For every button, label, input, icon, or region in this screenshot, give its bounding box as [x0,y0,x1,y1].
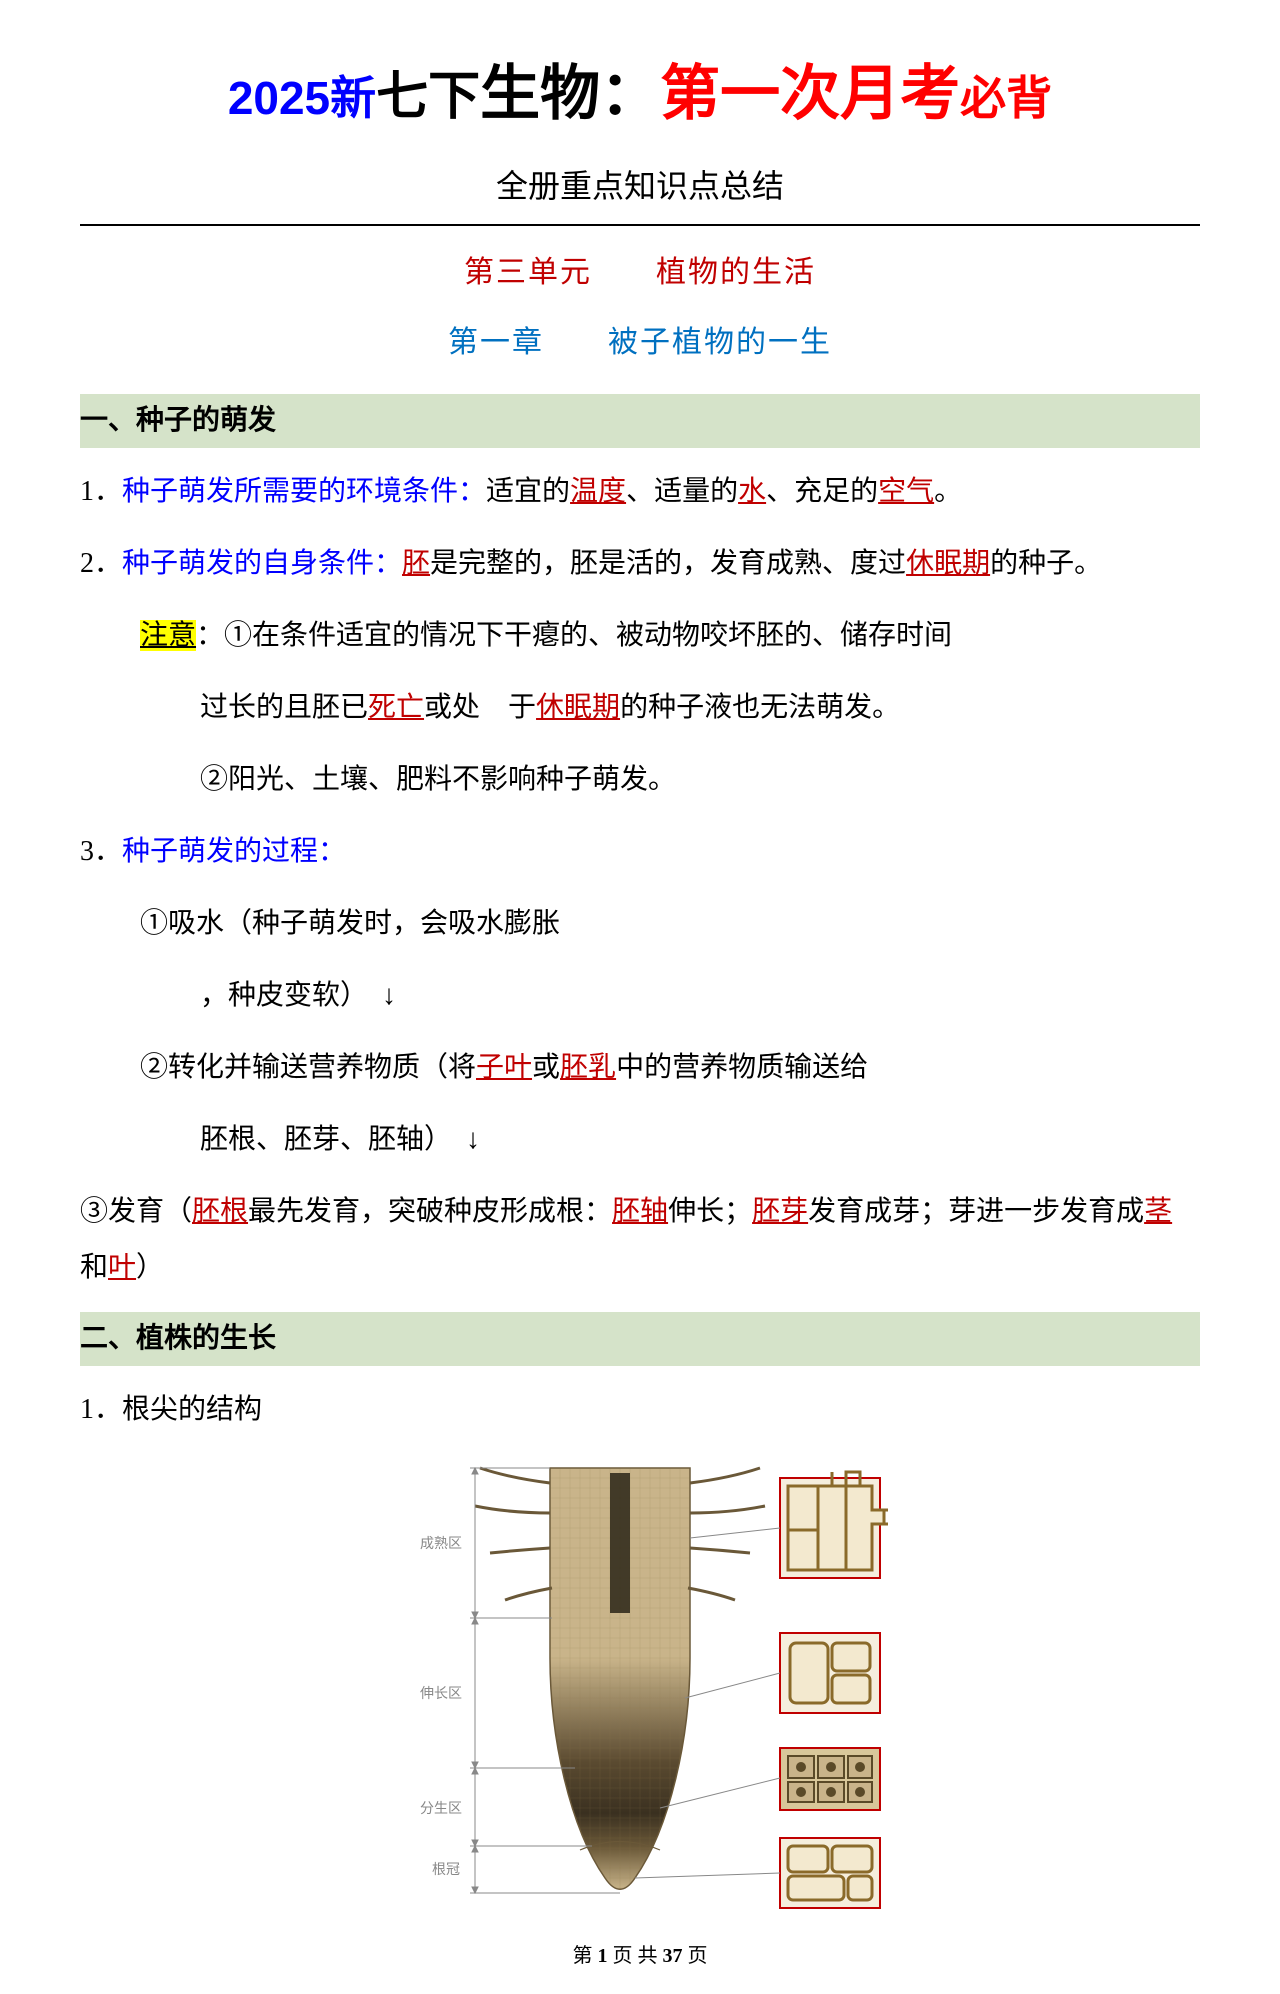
text: 的种子液也无法萌发。 [620,692,900,723]
pg-post: 页 [683,1945,708,1967]
keyword-stem: 茎 [1144,1196,1172,1227]
step-1-a: ①吸水（种子萌发时，会吸水膨胀 [80,896,1200,952]
cell-box-meris [780,1748,880,1810]
keyword-air: 空气 [878,476,934,507]
keyword-temperature: 温度 [570,476,626,507]
section-2-bar: 二、植株的生长 [80,1312,1200,1366]
text: 的种子。 [990,548,1102,579]
text: 过长的且胚已 [200,692,368,723]
title-seg-2: 七下 [376,69,480,126]
title-seg-3: 生物： [480,61,660,127]
title-seg-5: 必背 [960,72,1052,124]
text: ） [136,1252,164,1283]
text: 最先发育，突破种皮形成根： [248,1196,612,1227]
keyword-hypocotyl: 胚轴 [612,1196,668,1227]
section-1-bar: 一、种子的萌发 [80,394,1200,448]
text: 、充足的 [766,476,878,507]
step-2-b: 胚根、胚芽、胚轴） ↓ [80,1112,1200,1168]
subtitle: 全册重点知识点总结 [80,158,1200,216]
cell-box-cap [780,1838,880,1908]
pg-total: 37 [663,1945,683,1967]
note-line-3: ②阳光、土壤、肥料不影响种子萌发。 [80,752,1200,808]
keyword-leaf: 叶 [108,1252,136,1283]
step-2: ②转化并输送营养物质（将子叶或胚乳中的营养物质输送给 [80,1040,1200,1096]
chapter-title: 第一章 被子植物的一生 [80,316,1200,370]
cell-box-elong [780,1633,880,1713]
root-tip-diagram: 成熟区 伸长区 分生区 根冠 [80,1458,1200,1928]
unit-title: 第三单元 植物的生活 [80,246,1200,300]
text: 或 [532,1052,560,1083]
sec1-point-3: 3．种子萌发的过程： [80,824,1200,880]
pg-cur: 1 [598,1945,608,1967]
divider [80,224,1200,226]
keyword-dead: 死亡 [368,692,424,723]
vascular-core [610,1473,630,1613]
text: 或处 于 [424,692,536,723]
pg-mid: 页 共 [608,1945,663,1967]
lead: 2． [80,548,122,579]
note-line-1: 注意：①在条件适宜的情况下干瘪的、被动物咬坏胚的、储存时间 [80,608,1200,664]
text: ②转化并输送营养物质（将 [140,1052,476,1083]
step-1-b: ，种皮变软） ↓ [80,968,1200,1024]
title-seg-1: 2025新 [228,72,376,124]
cell-box-mature [780,1472,888,1578]
keyword-dormancy: 休眠期 [906,548,990,579]
text: 。 [934,476,962,507]
lead: 3． [80,836,122,867]
note-label: 注意 [140,620,196,651]
label-meris: 分生区 [420,1801,462,1817]
root-svg: 成熟区 伸长区 分生区 根冠 [360,1458,920,1928]
topic: 种子萌发的过程： [122,836,346,867]
keyword-dormancy: 休眠期 [536,692,620,723]
text: 是完整的，胚是活的，发育成熟、度过 [430,548,906,579]
text: 伸长； [668,1196,752,1227]
topic: 种子萌发的自身条件： [122,548,402,579]
sec1-point-1: 1．种子萌发所需要的环境条件：适宜的温度、适量的水、充足的空气。 [80,464,1200,520]
text: 和 [80,1252,108,1283]
text: 发育成芽；芽进一步发育成 [808,1196,1144,1227]
label-cap: 根冠 [432,1862,460,1878]
keyword-endosperm: 胚乳 [560,1052,616,1083]
text: ③发育（ [80,1196,192,1227]
keyword-water: 水 [738,476,766,507]
topic: 种子萌发所需要的环境条件： [122,476,486,507]
label-mature: 成熟区 [420,1536,462,1552]
text: 适宜的 [486,476,570,507]
text: ①在条件适宜的情况下干瘪的、被动物咬坏胚的、储存时间 [224,620,952,651]
text: 中的营养物质输送给 [616,1052,868,1083]
lead: 1． [80,476,122,507]
main-title: 2025新七下生物：第一次月考必背 [80,40,1200,148]
label-elong: 伸长区 [420,1686,462,1702]
title-seg-4: 第一次月考 [660,61,960,127]
keyword-radicle: 胚根 [192,1196,248,1227]
note-line-2: 过长的且胚已死亡或处 于休眠期的种子液也无法萌发。 [80,680,1200,736]
sec1-point-2: 2．种子萌发的自身条件：胚是完整的，胚是活的，发育成熟、度过休眠期的种子。 [80,536,1200,592]
keyword-embryo: 胚 [402,548,430,579]
page-footer: 第 1 页 共 37 页 [80,1938,1200,1974]
sec2-point-1: 1．根尖的结构 [80,1382,1200,1438]
text: 、适量的 [626,476,738,507]
zone-labels: 成熟区 伸长区 分生区 根冠 [420,1536,462,1878]
pg-pre: 第 [573,1945,598,1967]
step-3: ③发育（胚根最先发育，突破种皮形成根：胚轴伸长；胚芽发育成芽；芽进一步发育成茎和… [80,1184,1200,1296]
keyword-cotyledon: 子叶 [476,1052,532,1083]
colon: ： [196,620,224,651]
keyword-plumule: 胚芽 [752,1196,808,1227]
